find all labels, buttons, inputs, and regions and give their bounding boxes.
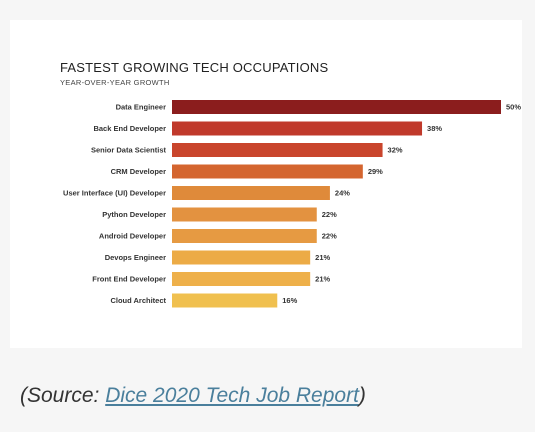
category-label: Devops Engineer bbox=[105, 253, 166, 262]
source-caption: (Source: Dice 2020 Tech Job Report) bbox=[20, 384, 366, 408]
value-label: 29% bbox=[368, 167, 383, 176]
value-label: 21% bbox=[315, 275, 330, 284]
bar bbox=[172, 186, 330, 200]
chart-card bbox=[10, 20, 522, 348]
bar bbox=[172, 121, 423, 136]
value-label: 38% bbox=[427, 124, 442, 133]
bar bbox=[172, 272, 311, 286]
category-label: Python Developer bbox=[102, 210, 166, 219]
category-label: Data Engineer bbox=[116, 103, 167, 112]
source-prefix: (Source: bbox=[20, 384, 106, 407]
category-label: User Interface (UI) Developer bbox=[63, 189, 166, 198]
category-label: Back End Developer bbox=[93, 124, 166, 133]
bar bbox=[172, 293, 278, 308]
chart-title: FASTEST GROWING TECH OCCUPATIONS bbox=[60, 60, 329, 75]
category-label: Cloud Architect bbox=[110, 296, 166, 305]
value-label: 22% bbox=[322, 210, 337, 219]
bar bbox=[172, 143, 383, 157]
bar bbox=[172, 100, 501, 114]
value-label: 22% bbox=[322, 232, 337, 241]
source-suffix: ) bbox=[358, 384, 366, 407]
bar bbox=[172, 207, 317, 222]
value-label: 32% bbox=[388, 146, 403, 155]
value-label: 50% bbox=[506, 103, 521, 112]
category-label: Front End Developer bbox=[92, 275, 166, 284]
bar bbox=[172, 229, 317, 243]
category-label: Android Developer bbox=[99, 232, 166, 241]
value-label: 24% bbox=[335, 189, 350, 198]
bar bbox=[172, 250, 311, 265]
source-link[interactable]: Dice 2020 Tech Job Report bbox=[105, 384, 359, 407]
value-label: 16% bbox=[282, 296, 297, 305]
bar bbox=[172, 164, 363, 179]
chart-subtitle: YEAR-OVER-YEAR GROWTH bbox=[60, 78, 170, 87]
category-label: CRM Developer bbox=[111, 167, 167, 176]
value-label: 21% bbox=[315, 253, 330, 262]
category-label: Senior Data Scientist bbox=[91, 146, 167, 155]
